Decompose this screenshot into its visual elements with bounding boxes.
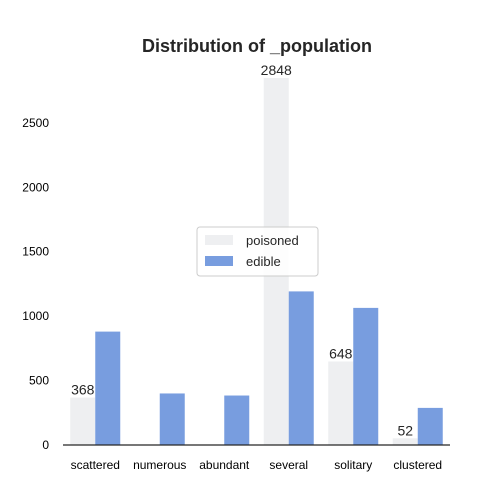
data-labels: 368 2848 648 52 <box>71 62 413 438</box>
data-label: 52 <box>397 422 413 438</box>
x-tick-label: abundant <box>199 458 250 472</box>
y-tick-label: 2000 <box>22 180 49 194</box>
legend-swatch-edible <box>205 256 233 266</box>
legend: poisoned edible <box>196 226 319 277</box>
y-tick-label: 500 <box>29 374 49 388</box>
x-tick-label: numerous <box>133 458 186 472</box>
data-label: 368 <box>71 382 95 398</box>
y-axis: 0 500 1000 1500 2000 2500 <box>22 116 49 452</box>
bar-edible-abundant <box>224 395 250 445</box>
y-tick-label: 2500 <box>22 116 49 130</box>
bar-edible-solitary <box>353 307 379 445</box>
x-axis: scattered numerous abundant several solitary… <box>71 458 443 472</box>
x-tick-label: clustered <box>393 458 442 472</box>
data-label: 648 <box>329 345 353 361</box>
bar-poisoned-solitary <box>328 361 354 445</box>
legend-label-poisoned: poisoned <box>246 233 299 248</box>
legend-label-edible: edible <box>246 254 281 269</box>
bar-edible-scattered <box>95 331 121 445</box>
bar-poisoned-clustered <box>392 438 418 445</box>
y-tick-label: 0 <box>42 438 49 452</box>
y-tick-label: 1000 <box>22 309 49 323</box>
x-tick-label: solitary <box>334 458 372 472</box>
data-label: 2848 <box>261 62 292 78</box>
x-tick-label: several <box>269 458 308 472</box>
x-tick-label: scattered <box>71 458 120 472</box>
bar-edible-numerous <box>159 393 185 445</box>
legend-swatch-poisoned <box>205 235 233 245</box>
bar-edible-clustered <box>417 407 443 445</box>
y-tick-label: 1500 <box>22 245 49 259</box>
chart-title: Distribution of _population <box>142 36 372 56</box>
bar-poisoned-scattered <box>70 397 96 445</box>
bar-edible-several <box>288 291 314 445</box>
